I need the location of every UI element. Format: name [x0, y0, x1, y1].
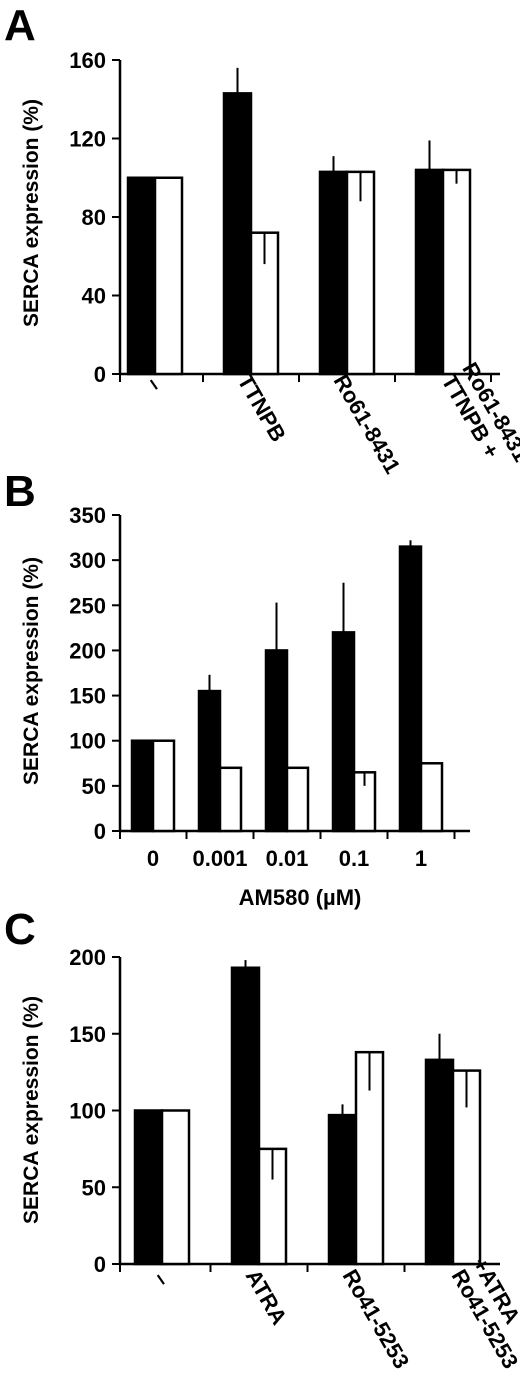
- panel-b-bar-open-0: [151, 739, 176, 833]
- panel-a-category-label-line: TTNPB: [233, 370, 291, 446]
- panel-a-y-tick-label: 0: [94, 362, 106, 387]
- panel-b-y-axis-label: SERCA expression (%): [20, 557, 43, 785]
- panel-c-bar-filled-3: [424, 1058, 455, 1266]
- panel-b-bar-open-2: [285, 766, 310, 833]
- panel-a-bar-filled-1: [222, 92, 253, 376]
- panel-c-category-label-line: Ro41-5253: [338, 1265, 415, 1373]
- panel-a-y-tick-label: 160: [69, 48, 106, 73]
- panel-c-bar-open-1: [257, 1147, 288, 1266]
- panel-a-y-tick-label: 40: [82, 284, 106, 309]
- panel-b-category-label: 0.001: [192, 846, 247, 871]
- panel-a-bar-filled-3: [414, 168, 445, 376]
- panel-c-bar-filled-1: [230, 966, 261, 1266]
- panel-b-letter: B: [4, 467, 36, 516]
- panel-c: C SERCA expression (%) 0 50 100 150 200 – ATRA…: [4, 905, 520, 1373]
- panel-b-category-label: 0.1: [339, 846, 370, 871]
- panel-a-category-label: Ro61-8431: [329, 370, 406, 478]
- panel-c-category-label-line: ATRA: [241, 1265, 292, 1329]
- panel-b-bar-filled-3: [331, 631, 356, 833]
- panel-c-y-tick-label: 150: [69, 1022, 106, 1047]
- panel-a-bar-filled-2: [318, 170, 349, 376]
- panel-a-bar-open-2: [345, 170, 376, 376]
- panel-c-category-label: Ro41-5253+ATRA: [447, 1253, 520, 1373]
- panel-b-y-tick-label: 50: [82, 774, 106, 799]
- panel-b-y-tick-label: 200: [69, 638, 106, 663]
- panel-b-y-tick-label: 0: [94, 819, 106, 844]
- panel-b-bar-open-1: [218, 766, 243, 833]
- panel-a-y-tick-label: 120: [69, 127, 106, 152]
- panel-c-bar-filled-2: [327, 1113, 358, 1266]
- panel-a-letter: A: [4, 1, 36, 50]
- panel-b-category-label: 1: [415, 846, 427, 871]
- panel-a-category-label: TTNPB: [233, 370, 291, 446]
- panel-c-bar-open-2: [354, 1050, 385, 1266]
- panel-b-y-tick-label: 150: [69, 684, 106, 709]
- panel-a-y-tick-label: 80: [82, 205, 106, 230]
- panel-b-bar-filled-2: [264, 649, 289, 833]
- panel-a-bar-open-0: [153, 176, 184, 376]
- panel-c-y-tick-label: 100: [69, 1099, 106, 1124]
- panel-c-category-label: –: [148, 1267, 176, 1291]
- panel-a-bar-open-3: [441, 168, 472, 376]
- panel-c-bar-filled-0: [133, 1109, 164, 1266]
- panel-c-bar-open-0: [160, 1109, 191, 1266]
- panel-c-y-tick-label: 50: [82, 1175, 106, 1200]
- panel-a-category-label-line: Ro61-8431: [329, 370, 406, 478]
- panel-b-y-tick-label: 300: [69, 548, 106, 573]
- panel-b-y-tick-label: 100: [69, 729, 106, 754]
- panel-b-bar-filled-1: [197, 689, 222, 833]
- panel-c-y-axis-label: SERCA expression (%): [20, 996, 43, 1224]
- panel-a-y-axis-label: SERCA expression (%): [20, 99, 43, 327]
- panel-b-x-axis-label: AM580 (µM): [239, 885, 362, 910]
- panel-b: B SERCA expression (%) AM580 (µM) 050100…: [4, 467, 470, 910]
- panel-c-category-label: Ro41-5253: [338, 1265, 415, 1373]
- panel-b-y-tick-label: 350: [69, 503, 106, 528]
- panel-b-y-tick-label: 250: [69, 593, 106, 618]
- panel-b-category-label: 0: [147, 846, 159, 871]
- panel-b-category-label: 0.01: [266, 846, 309, 871]
- panel-c-category-label: ATRA: [241, 1265, 292, 1329]
- panel-c-y-tick-label: 200: [69, 945, 106, 970]
- panel-a-bar-filled-0: [126, 176, 157, 376]
- panel-b-bar-open-4: [419, 762, 444, 833]
- panel-c-y-tick-label: 0: [94, 1252, 106, 1277]
- panel-c-letter: C: [4, 905, 36, 954]
- panel-b-bar-filled-0: [130, 739, 155, 833]
- panel-a-category-label: TTNPB +Ro61-8431: [437, 358, 520, 478]
- panel-b-bar-filled-4: [398, 545, 423, 833]
